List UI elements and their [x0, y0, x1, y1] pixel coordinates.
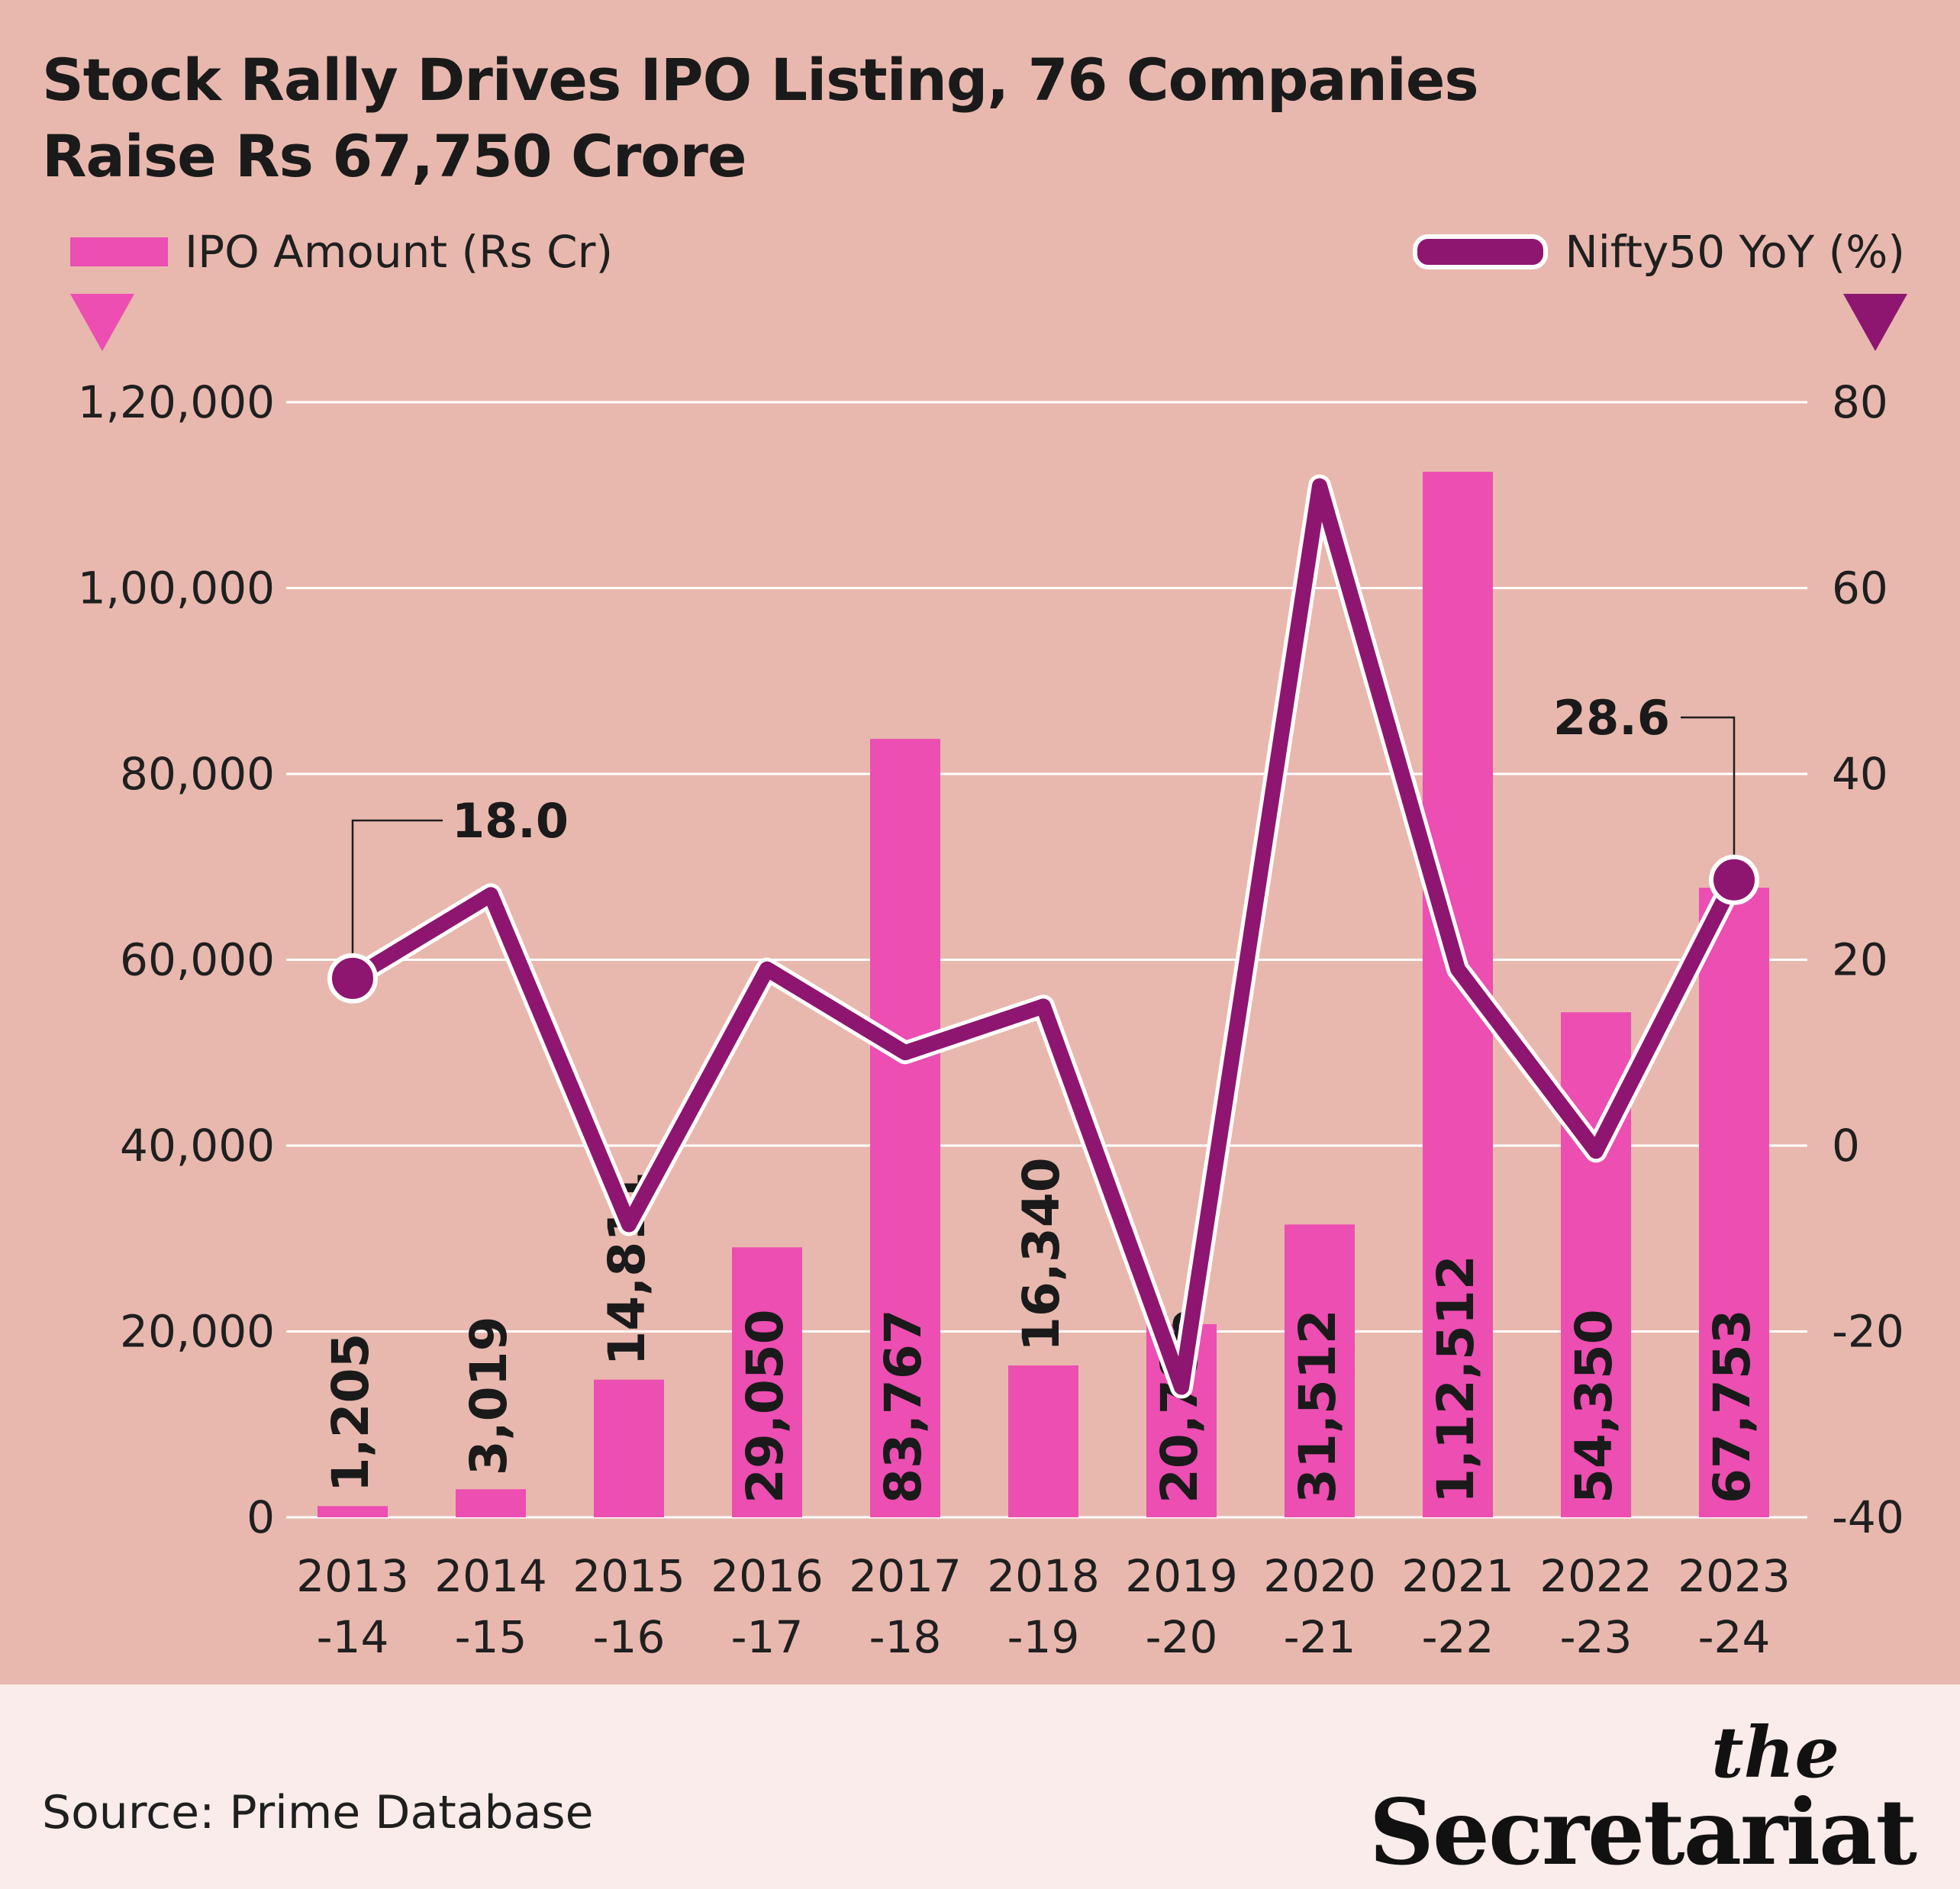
left-axis-marker-icon: [70, 294, 134, 351]
x-label-year: 2022: [1539, 1550, 1652, 1602]
legend-line-series: Nifty50 YoY (%): [1413, 225, 1905, 279]
x-label-year: 2013: [296, 1550, 409, 1602]
left-tick-label: 80,000: [120, 748, 275, 800]
x-label-suffix: -17: [731, 1611, 804, 1663]
annotation-label: 28.6: [1553, 690, 1670, 746]
bar-value-label: 31,512: [1288, 1309, 1347, 1504]
line-marker: [327, 953, 378, 1004]
bar-value-label: 54,350: [1565, 1309, 1623, 1504]
brand-logo: the Secretariat: [1368, 1711, 1917, 1885]
title-line-2: Raise Rs 67,750 Crore: [42, 122, 747, 190]
bar-value-label: 29,050: [736, 1309, 795, 1504]
x-label-year: 2016: [711, 1550, 824, 1602]
bar: [1699, 888, 1769, 1517]
left-axis-ticks: 0 20,000 40,000 60,000 80,000 1,00,000 1,20,00…: [78, 376, 275, 1543]
bar: [456, 1489, 526, 1517]
x-axis-labels: 2013-142014-152015-162016-172017-182018-…: [296, 1550, 1791, 1663]
bar: [594, 1379, 664, 1517]
chart-card: [0, 0, 1960, 1684]
x-label-suffix: -14: [317, 1611, 389, 1663]
x-label-year: 2017: [849, 1550, 962, 1602]
bar-value-label: 1,205: [321, 1333, 380, 1493]
right-tick-label: 0: [1832, 1120, 1860, 1172]
brand-name: Secretariat: [1368, 1779, 1917, 1885]
right-tick-label: 80: [1832, 376, 1888, 428]
x-label-suffix: -16: [593, 1611, 666, 1663]
x-label-year: 2019: [1125, 1550, 1238, 1602]
brand-the: the: [1711, 1711, 1839, 1794]
right-tick-label: 40: [1832, 748, 1888, 800]
x-label-suffix: -24: [1698, 1611, 1771, 1663]
left-tick-label: 40,000: [120, 1120, 275, 1172]
x-label-suffix: -15: [455, 1611, 527, 1663]
bar: [1285, 1224, 1355, 1517]
x-label-year: 2020: [1263, 1550, 1376, 1602]
right-tick-label: -20: [1832, 1306, 1904, 1358]
legend-bar-swatch: [70, 237, 168, 266]
x-label-suffix: -19: [1007, 1611, 1080, 1663]
bar-value-label: 3,019: [459, 1316, 518, 1475]
legend-bar-series: IPO Amount (Rs Cr): [70, 225, 613, 279]
right-tick-label: 60: [1832, 563, 1888, 614]
left-tick-label: 60,000: [120, 934, 275, 986]
x-label-year: 2023: [1678, 1550, 1791, 1602]
legend-line-label: Nifty50 YoY (%): [1565, 226, 1905, 278]
right-axis-marker-icon: [1843, 294, 1907, 351]
left-tick-label: 0: [247, 1491, 275, 1543]
bar-value-label: 67,753: [1703, 1309, 1762, 1504]
legend-line-swatch: [1413, 234, 1549, 269]
x-label-year: 2018: [987, 1550, 1100, 1602]
right-tick-label: -40: [1832, 1491, 1904, 1543]
x-label-suffix: -18: [869, 1611, 942, 1663]
combo-chart: 0 20,000 40,000 60,000 80,000 1,00,000 1,20,00…: [78, 376, 1904, 1663]
bar: [1008, 1365, 1078, 1517]
x-label-year: 2014: [434, 1550, 547, 1602]
line-marker: [1709, 854, 1759, 905]
left-tick-label: 1,00,000: [78, 563, 275, 614]
bar: [870, 739, 940, 1517]
chart-title: Stock Rally Drives IPO Listing, 76 Compa…: [42, 42, 1568, 195]
legend-bar-label: IPO Amount (Rs Cr): [185, 226, 614, 278]
x-label-suffix: -23: [1560, 1611, 1633, 1663]
line-series: [341, 474, 1746, 1399]
annotation-leader: [351, 819, 443, 957]
left-tick-label: 1,20,000: [78, 376, 275, 428]
x-label-suffix: -20: [1146, 1611, 1218, 1663]
x-label-suffix: -22: [1422, 1611, 1494, 1663]
x-label-year: 2015: [572, 1550, 685, 1602]
annotation-label: 18.0: [452, 793, 569, 849]
x-label-suffix: -21: [1284, 1611, 1356, 1663]
x-label-year: 2021: [1401, 1550, 1514, 1602]
left-tick-label: 20,000: [120, 1306, 275, 1358]
bar: [732, 1247, 802, 1517]
title-line-1: Stock Rally Drives IPO Listing, 76 Compa…: [42, 46, 1479, 114]
bar-value-label: 83,767: [874, 1309, 933, 1504]
annotation-leader: [1681, 716, 1736, 859]
right-axis-ticks: -40 -20 0 20 40 60 80: [1832, 376, 1904, 1543]
line-path: [345, 478, 1742, 1395]
line-annotations: 18.0 28.6: [327, 690, 1759, 1004]
bar-value-label: 1,12,512: [1426, 1255, 1485, 1504]
bar: [318, 1506, 388, 1517]
bar-value-label: 16,340: [1012, 1157, 1071, 1352]
right-tick-label: 20: [1832, 934, 1888, 986]
source-note: Source: Prime Database: [42, 1786, 594, 1839]
